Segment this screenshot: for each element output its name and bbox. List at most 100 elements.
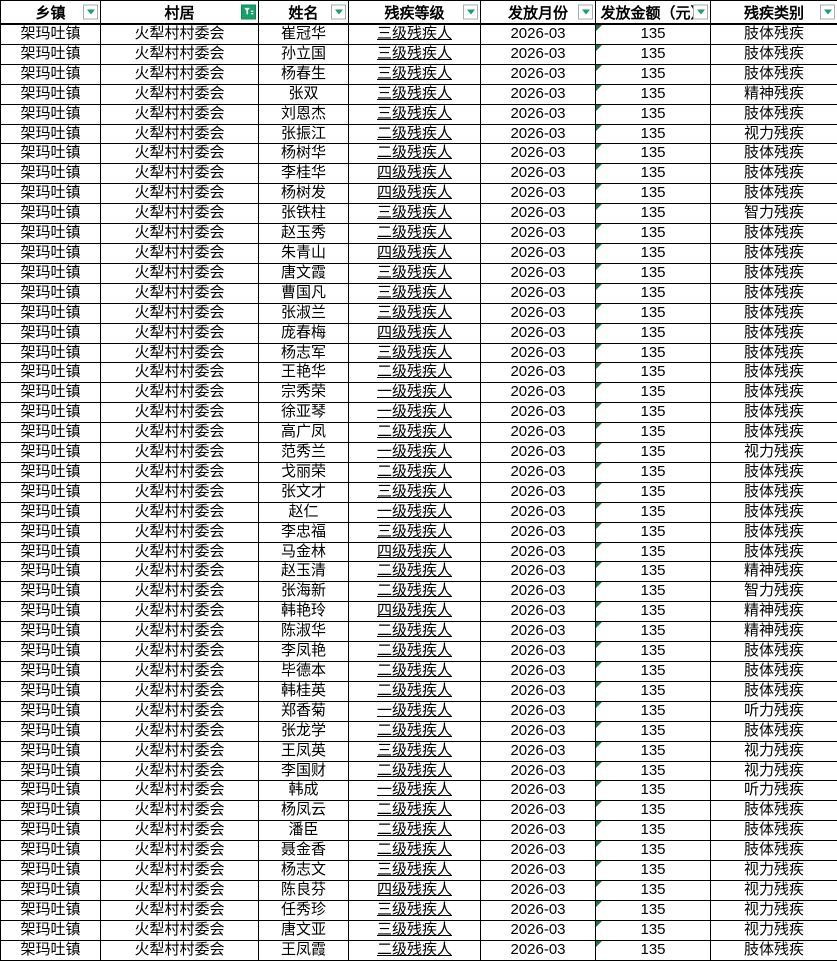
cell-name[interactable]: 韩成: [258, 780, 349, 802]
cell-village[interactable]: 火犁村村委会: [100, 939, 259, 961]
cell-amount[interactable]: 135: [595, 461, 711, 483]
cell-village[interactable]: 火犁村村委会: [100, 621, 259, 643]
cell-township[interactable]: 架玛吐镇: [0, 342, 101, 364]
cell-name[interactable]: 张龙学: [258, 720, 349, 742]
cell-name[interactable]: 张文才: [258, 481, 349, 503]
cell-category[interactable]: 精神残疾: [710, 83, 837, 105]
cell-township[interactable]: 架玛吐镇: [0, 720, 101, 742]
cell-category[interactable]: 肢体残疾: [710, 223, 837, 244]
cell-village[interactable]: 火犁村村委会: [100, 183, 259, 205]
cell-month[interactable]: 2026-03: [480, 581, 596, 603]
cell-category[interactable]: 肢体残疾: [710, 322, 837, 344]
cell-township[interactable]: 架玛吐镇: [0, 123, 101, 145]
cell-month[interactable]: 2026-03: [480, 223, 596, 244]
cell-level[interactable]: 二级残疾人: [348, 820, 481, 842]
cell-township[interactable]: 架玛吐镇: [0, 83, 101, 105]
cell-level[interactable]: 四级残疾人: [348, 541, 481, 563]
cell-category[interactable]: 视力残疾: [710, 740, 837, 762]
cell-name[interactable]: 王艳华: [258, 362, 349, 384]
cell-village[interactable]: 火犁村村委会: [100, 223, 259, 244]
cell-amount[interactable]: 135: [595, 501, 711, 523]
cell-name[interactable]: 张双: [258, 83, 349, 105]
cell-name[interactable]: 孙立国: [258, 43, 349, 65]
cell-month[interactable]: 2026-03: [480, 461, 596, 483]
cell-township[interactable]: 架玛吐镇: [0, 223, 101, 244]
cell-village[interactable]: 火犁村村委会: [100, 203, 259, 225]
cell-village[interactable]: 火犁村村委会: [100, 342, 259, 364]
filter-active-icon[interactable]: [241, 4, 256, 20]
cell-name[interactable]: 崔冠华: [258, 23, 349, 45]
cell-amount[interactable]: 135: [595, 581, 711, 603]
cell-level[interactable]: 四级残疾人: [348, 601, 481, 623]
cell-month[interactable]: 2026-03: [480, 700, 596, 722]
cell-township[interactable]: 架玛吐镇: [0, 879, 101, 901]
cell-township[interactable]: 架玛吐镇: [0, 103, 101, 125]
cell-amount[interactable]: 135: [595, 342, 711, 364]
cell-category[interactable]: 视力残疾: [710, 123, 837, 145]
cell-month[interactable]: 2026-03: [480, 879, 596, 901]
cell-amount[interactable]: 135: [595, 183, 711, 205]
cell-level[interactable]: 三级残疾人: [348, 919, 481, 941]
cell-month[interactable]: 2026-03: [480, 342, 596, 364]
cell-name[interactable]: 赵玉清: [258, 561, 349, 583]
cell-village[interactable]: 火犁村村委会: [100, 362, 259, 384]
cell-village[interactable]: 火犁村村委会: [100, 919, 259, 941]
cell-village[interactable]: 火犁村村委会: [100, 83, 259, 105]
cell-category[interactable]: 肢体残疾: [710, 541, 837, 563]
cell-township[interactable]: 架玛吐镇: [0, 939, 101, 961]
cell-name[interactable]: 朱青山: [258, 242, 349, 264]
cell-level[interactable]: 三级残疾人: [348, 262, 481, 284]
cell-month[interactable]: 2026-03: [480, 382, 596, 404]
cell-level[interactable]: 三级残疾人: [348, 43, 481, 65]
cell-township[interactable]: 架玛吐镇: [0, 282, 101, 304]
cell-amount[interactable]: 135: [595, 382, 711, 404]
cell-category[interactable]: 肢体残疾: [710, 23, 837, 45]
cell-amount[interactable]: 135: [595, 561, 711, 583]
cell-category[interactable]: 肢体残疾: [710, 302, 837, 324]
cell-amount[interactable]: 135: [595, 223, 711, 244]
cell-month[interactable]: 2026-03: [480, 23, 596, 45]
cell-name[interactable]: 范秀兰: [258, 442, 349, 463]
cell-month[interactable]: 2026-03: [480, 780, 596, 802]
cell-village[interactable]: 火犁村村委会: [100, 800, 259, 822]
cell-category[interactable]: 肢体残疾: [710, 382, 837, 404]
cell-amount[interactable]: 135: [595, 43, 711, 65]
cell-month[interactable]: 2026-03: [480, 899, 596, 921]
cell-level[interactable]: 二级残疾人: [348, 561, 481, 583]
cell-township[interactable]: 架玛吐镇: [0, 461, 101, 483]
cell-township[interactable]: 架玛吐镇: [0, 203, 101, 225]
cell-level[interactable]: 二级残疾人: [348, 641, 481, 662]
cell-township[interactable]: 架玛吐镇: [0, 800, 101, 822]
cell-name[interactable]: 李国财: [258, 760, 349, 782]
cell-amount[interactable]: 135: [595, 242, 711, 264]
cell-month[interactable]: 2026-03: [480, 83, 596, 105]
cell-month[interactable]: 2026-03: [480, 302, 596, 324]
cell-month[interactable]: 2026-03: [480, 322, 596, 344]
cell-level[interactable]: 二级残疾人: [348, 422, 481, 444]
cell-level[interactable]: 四级残疾人: [348, 879, 481, 901]
cell-name[interactable]: 宗秀荣: [258, 382, 349, 404]
cell-month[interactable]: 2026-03: [480, 621, 596, 643]
column-header-amount[interactable]: 发放金额（元）: [595, 0, 711, 25]
cell-level[interactable]: 三级残疾人: [348, 63, 481, 85]
filter-dropdown-icon[interactable]: [820, 4, 835, 20]
cell-amount[interactable]: 135: [595, 720, 711, 742]
cell-village[interactable]: 火犁村村委会: [100, 561, 259, 583]
cell-name[interactable]: 张淑兰: [258, 302, 349, 324]
cell-amount[interactable]: 135: [595, 63, 711, 85]
cell-name[interactable]: 杨树发: [258, 183, 349, 205]
cell-category[interactable]: 肢体残疾: [710, 521, 837, 543]
cell-township[interactable]: 架玛吐镇: [0, 860, 101, 881]
cell-month[interactable]: 2026-03: [480, 501, 596, 523]
cell-village[interactable]: 火犁村村委会: [100, 322, 259, 344]
cell-village[interactable]: 火犁村村委会: [100, 282, 259, 304]
cell-township[interactable]: 架玛吐镇: [0, 899, 101, 921]
cell-name[interactable]: 杨树华: [258, 143, 349, 165]
cell-township[interactable]: 架玛吐镇: [0, 641, 101, 662]
cell-name[interactable]: 郑香菊: [258, 700, 349, 722]
column-header-month[interactable]: 发放月份: [480, 0, 596, 25]
cell-month[interactable]: 2026-03: [480, 641, 596, 662]
cell-month[interactable]: 2026-03: [480, 43, 596, 65]
cell-township[interactable]: 架玛吐镇: [0, 322, 101, 344]
cell-name[interactable]: 聂金香: [258, 840, 349, 862]
